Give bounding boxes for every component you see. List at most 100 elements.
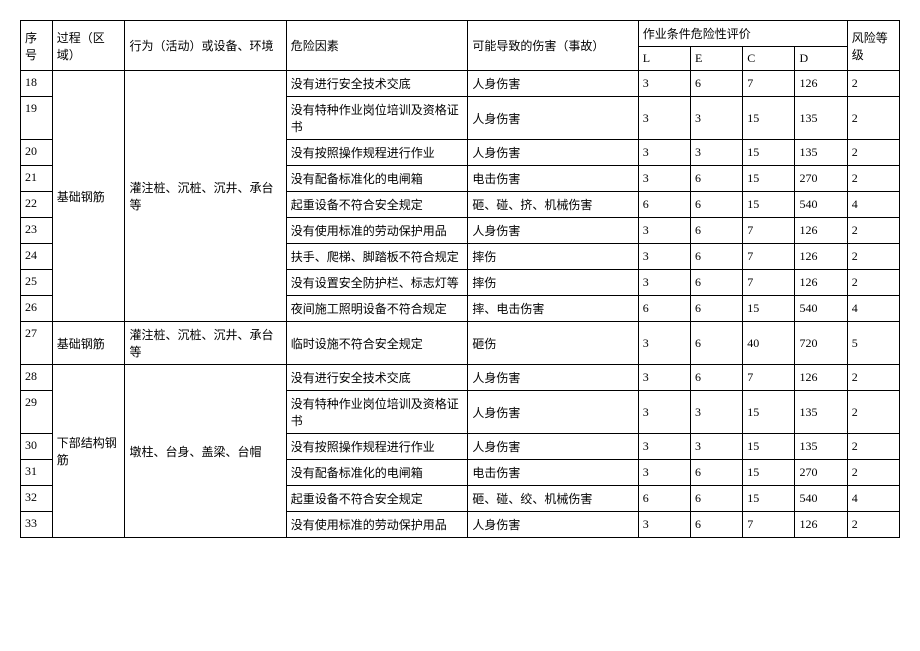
cell-level: 2 [847,218,899,244]
cell-L: 6 [638,296,690,322]
cell-seq: 21 [21,166,53,192]
cell-act: 灌注桩、沉桩、沉井、承台等 [125,322,286,365]
cell-E: 6 [690,296,742,322]
cell-E: 6 [690,486,742,512]
th-harm: 可能导致的伤害（事故） [468,21,638,71]
table-body: 18基础钢筋灌注桩、沉桩、沉井、承台等没有进行安全技术交底人身伤害3671262… [21,71,900,538]
cell-C: 15 [743,140,795,166]
cell-risk: 没有特种作业岗位培训及资格证书 [286,97,468,140]
cell-risk: 没有使用标准的劳动保护用品 [286,218,468,244]
cell-risk: 夜间施工照明设备不符合规定 [286,296,468,322]
cell-harm: 人身伤害 [468,97,638,140]
cell-harm: 人身伤害 [468,391,638,434]
cell-seq: 23 [21,218,53,244]
cell-L: 3 [638,140,690,166]
cell-E: 3 [690,140,742,166]
cell-level: 2 [847,97,899,140]
cell-harm: 砸、碰、挤、机械伤害 [468,192,638,218]
cell-L: 6 [638,486,690,512]
cell-C: 15 [743,192,795,218]
cell-harm: 人身伤害 [468,365,638,391]
cell-harm: 砸伤 [468,322,638,365]
cell-L: 3 [638,322,690,365]
cell-E: 6 [690,460,742,486]
cell-C: 7 [743,218,795,244]
cell-harm: 砸、碰、绞、机械伤害 [468,486,638,512]
cell-level: 2 [847,460,899,486]
cell-act: 墩柱、台身、盖梁、台帽 [125,365,286,538]
cell-E: 6 [690,192,742,218]
cell-level: 4 [847,486,899,512]
table-row: 27基础钢筋灌注桩、沉桩、沉井、承台等临时设施不符合安全规定砸伤36407205 [21,322,900,365]
cell-seq: 20 [21,140,53,166]
cell-C: 7 [743,71,795,97]
cell-harm: 人身伤害 [468,512,638,538]
cell-level: 2 [847,71,899,97]
table-head: 序号 过程（区域） 行为（活动）或设备、环境 危险因素 可能导致的伤害（事故） … [21,21,900,71]
table-row: 18基础钢筋灌注桩、沉桩、沉井、承台等没有进行安全技术交底人身伤害3671262 [21,71,900,97]
cell-L: 6 [638,192,690,218]
cell-C: 7 [743,270,795,296]
cell-risk: 没有特种作业岗位培训及资格证书 [286,391,468,434]
cell-proc: 基础钢筋 [52,71,125,322]
cell-risk: 没有进行安全技术交底 [286,365,468,391]
cell-D: 135 [795,140,847,166]
th-eval: 作业条件危险性评价 [638,21,847,47]
cell-L: 3 [638,512,690,538]
cell-risk: 没有按照操作规程进行作业 [286,140,468,166]
cell-seq: 30 [21,434,53,460]
cell-L: 3 [638,218,690,244]
cell-seq: 26 [21,296,53,322]
cell-harm: 摔、电击伤害 [468,296,638,322]
cell-E: 6 [690,322,742,365]
cell-L: 3 [638,71,690,97]
cell-C: 15 [743,296,795,322]
th-level: 风险等级 [847,21,899,71]
th-seq: 序号 [21,21,53,71]
cell-risk: 起重设备不符合安全规定 [286,192,468,218]
cell-E: 3 [690,434,742,460]
cell-seq: 31 [21,460,53,486]
cell-D: 135 [795,391,847,434]
cell-L: 3 [638,391,690,434]
cell-level: 2 [847,391,899,434]
cell-D: 135 [795,97,847,140]
cell-harm: 人身伤害 [468,140,638,166]
cell-harm: 人身伤害 [468,434,638,460]
th-E: E [690,47,742,71]
cell-D: 720 [795,322,847,365]
cell-D: 126 [795,244,847,270]
cell-risk: 没有按照操作规程进行作业 [286,434,468,460]
cell-level: 2 [847,434,899,460]
th-risk: 危险因素 [286,21,468,71]
cell-L: 3 [638,434,690,460]
cell-D: 540 [795,192,847,218]
cell-risk: 没有进行安全技术交底 [286,71,468,97]
cell-seq: 28 [21,365,53,391]
cell-E: 6 [690,166,742,192]
cell-C: 15 [743,391,795,434]
cell-seq: 25 [21,270,53,296]
cell-risk: 没有配备标准化的电闸箱 [286,460,468,486]
cell-level: 5 [847,322,899,365]
cell-level: 2 [847,244,899,270]
cell-harm: 摔伤 [468,244,638,270]
cell-level: 4 [847,192,899,218]
cell-level: 2 [847,166,899,192]
cell-harm: 人身伤害 [468,218,638,244]
cell-harm: 人身伤害 [468,71,638,97]
cell-level: 2 [847,270,899,296]
table-row: 28下部结构钢筋墩柱、台身、盖梁、台帽没有进行安全技术交底人身伤害3671262 [21,365,900,391]
cell-L: 3 [638,166,690,192]
th-D: D [795,47,847,71]
cell-L: 3 [638,97,690,140]
cell-L: 3 [638,244,690,270]
cell-C: 15 [743,97,795,140]
th-act: 行为（活动）或设备、环境 [125,21,286,71]
cell-D: 135 [795,434,847,460]
cell-C: 15 [743,460,795,486]
cell-act: 灌注桩、沉桩、沉井、承台等 [125,71,286,322]
cell-seq: 19 [21,97,53,140]
cell-risk: 扶手、爬梯、脚踏板不符合规定 [286,244,468,270]
cell-level: 2 [847,140,899,166]
